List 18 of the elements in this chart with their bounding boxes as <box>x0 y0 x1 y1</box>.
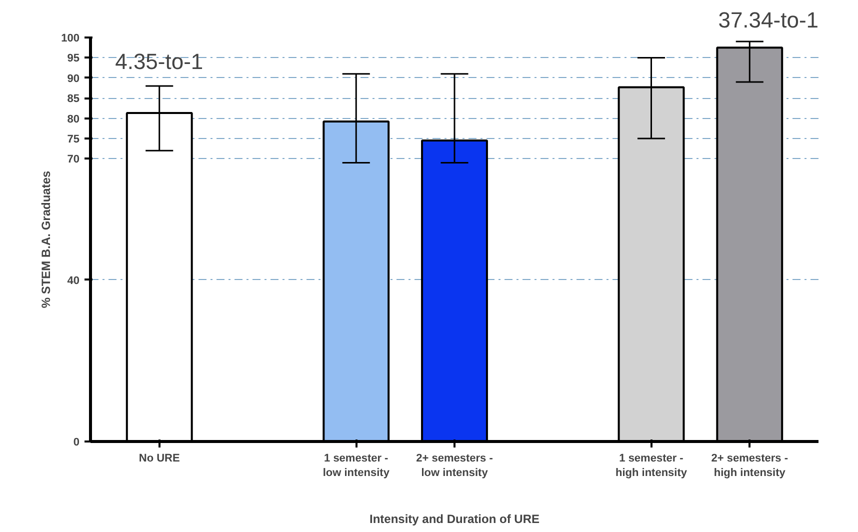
x-tick-label: No URE <box>138 452 180 464</box>
y-tick-label: 85 <box>67 93 80 106</box>
y-tick-label: 0 <box>73 436 80 448</box>
x-tick-label: 2+ semesters - low intensity <box>416 452 494 479</box>
x-tick-label: 1 semester - high intensity <box>616 452 688 479</box>
y-tick-label: 100 <box>61 32 80 44</box>
annotation: 4.35-to-1 <box>115 48 204 74</box>
x-axis-title: Intensity and Duration of URE <box>370 512 540 526</box>
y-tick-label: 95 <box>67 52 80 65</box>
y-tick-label: 40 <box>67 274 80 287</box>
x-tick-label: 1 semester - low intensity <box>322 452 390 479</box>
y-tick-label: 70 <box>67 154 80 166</box>
y-tick-label: 80 <box>67 113 80 126</box>
y-tick-label: 75 <box>67 134 80 146</box>
y-tick-label: 90 <box>67 72 80 85</box>
x-tick-label: 2+ semesters - high intensity <box>711 452 788 479</box>
text: 37.34-to-1 <box>718 8 819 32</box>
y-axis-title: % STEM B.A. Graduates <box>39 170 54 308</box>
